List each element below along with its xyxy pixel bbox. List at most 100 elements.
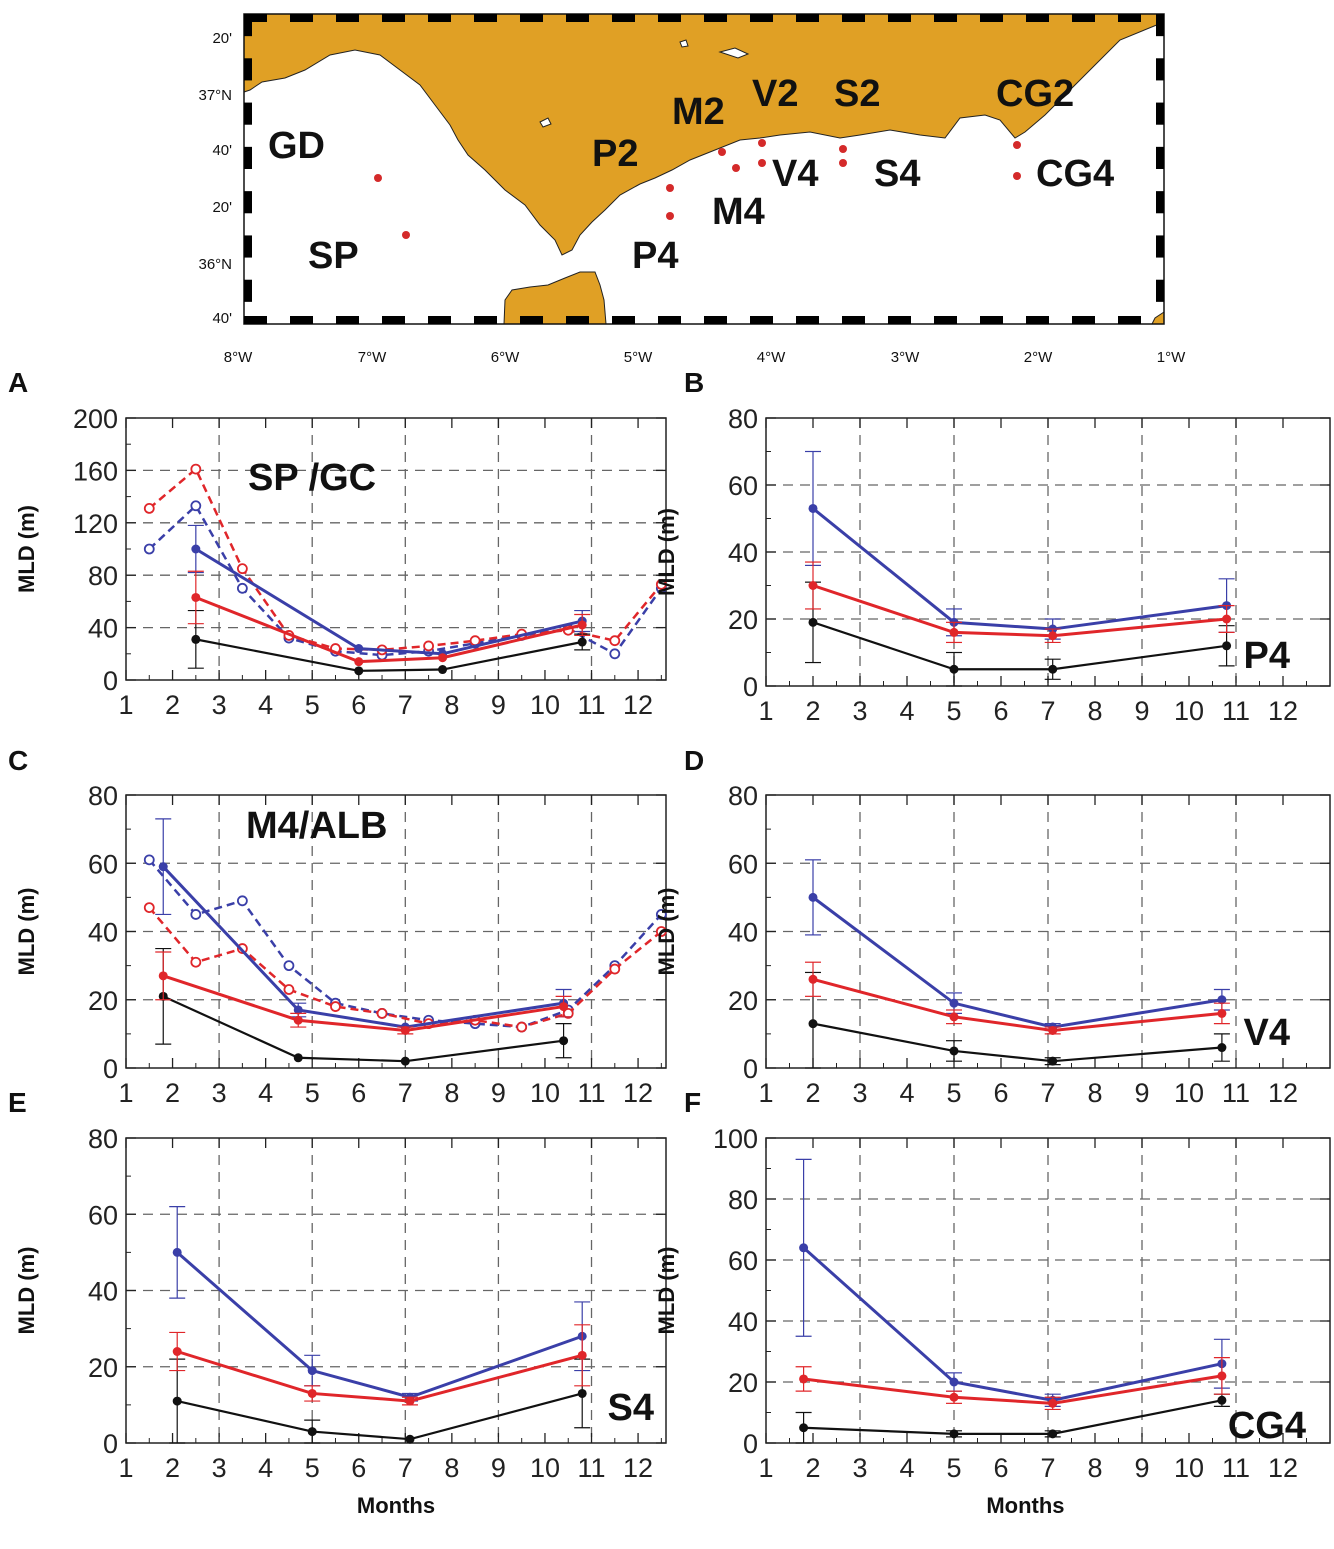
- series-line: [148, 906, 663, 1029]
- border-segment: [244, 191, 252, 214]
- border-segment: [244, 146, 252, 169]
- data-point: [609, 963, 621, 975]
- y-tick-label: 0: [743, 1429, 758, 1459]
- data-point: [655, 926, 667, 937]
- land-africa: [503, 271, 607, 325]
- series-red: [187, 570, 591, 667]
- data-point: [1222, 641, 1232, 651]
- data-point: [172, 1247, 182, 1257]
- series-black: [805, 971, 1230, 1069]
- border-segment: [1156, 235, 1164, 258]
- data-point: [577, 620, 587, 630]
- data-point: [1217, 1043, 1227, 1053]
- border-segment: [750, 316, 773, 324]
- data-point: [438, 665, 448, 675]
- grid: [766, 1138, 1330, 1443]
- border-segment: [612, 14, 635, 22]
- border-segment: [1156, 279, 1164, 302]
- border-segment: [658, 14, 681, 22]
- y-tick-label: 20: [728, 605, 758, 635]
- y-tick-label: 20: [728, 986, 758, 1016]
- data-point: [1217, 995, 1227, 1005]
- series-black: [155, 947, 572, 1066]
- station-label: CG2: [996, 73, 1074, 115]
- x-tick-label: 2: [805, 696, 820, 726]
- station-dot: [839, 159, 847, 167]
- border-segment: [1072, 316, 1095, 324]
- panel-letter: D: [684, 745, 704, 776]
- panel-title: SP /GC: [248, 457, 376, 499]
- lon-tick-label: 7°W: [358, 349, 387, 366]
- data-point: [190, 956, 202, 968]
- station-dot: [374, 174, 382, 182]
- panel-title: P4: [1244, 635, 1290, 677]
- data-point: [1048, 1398, 1058, 1408]
- border-segment: [1026, 14, 1049, 22]
- x-tick-label: 6: [993, 1078, 1008, 1108]
- border-segment: [520, 316, 543, 324]
- x-tick-label: 6: [351, 690, 366, 720]
- map-stations: GD SP P2 P4 M2 M4 V2 V4 S2 S4 CG2 CG4: [268, 73, 1114, 277]
- data-point: [1217, 1371, 1227, 1381]
- data-point: [423, 640, 434, 652]
- series-red: [795, 1356, 1230, 1411]
- y-tick-label: 0: [103, 666, 118, 696]
- y-tick-label: 120: [73, 509, 118, 539]
- station-label: M4: [712, 191, 765, 233]
- x-tick-label: 11: [1222, 696, 1250, 726]
- y-tick-label: 100: [713, 1124, 758, 1154]
- data-point: [577, 1350, 587, 1360]
- border-segment: [336, 316, 359, 324]
- data-point: [469, 635, 481, 647]
- x-tick-label: 4: [258, 690, 273, 720]
- data-point: [655, 909, 667, 920]
- border-segment: [474, 316, 497, 324]
- station-label: S4: [874, 153, 920, 195]
- data-point: [1048, 1025, 1058, 1035]
- data-point: [1048, 1056, 1058, 1066]
- data-point: [236, 895, 248, 907]
- x-tick-label: 10: [1174, 1453, 1204, 1483]
- data-point: [376, 1008, 388, 1019]
- border-segment: [1026, 316, 1049, 324]
- island: [679, 39, 689, 48]
- island: [718, 47, 750, 59]
- x-tick-label: 2: [805, 1453, 820, 1483]
- station-label: V2: [752, 73, 798, 115]
- y-tick-label: 200: [73, 404, 118, 434]
- series-red: [805, 961, 1230, 1035]
- y-tick-label: 40: [88, 614, 118, 644]
- data-point: [949, 1012, 959, 1022]
- station-label: CG4: [1036, 153, 1114, 195]
- x-tick-label: 10: [530, 1078, 560, 1108]
- data-point: [808, 1019, 818, 1029]
- x-tick-label: 5: [305, 690, 320, 720]
- data-point: [172, 1396, 182, 1406]
- y-tick-label: 20: [728, 1368, 758, 1398]
- data-point: [158, 862, 168, 872]
- x-tick-label: 1: [758, 1078, 773, 1108]
- panel-letter: F: [684, 1087, 701, 1118]
- data-point: [949, 1392, 959, 1402]
- data-point: [949, 1377, 959, 1387]
- station-dot: [758, 159, 766, 167]
- lat-tick-label: 20': [212, 30, 232, 47]
- series-blue: [805, 859, 1230, 1032]
- y-tick-label: 80: [728, 781, 758, 811]
- y-tick-label: 40: [728, 538, 758, 568]
- x-axis-label: Months: [357, 1493, 435, 1518]
- station-dot: [732, 164, 740, 172]
- data-point: [143, 854, 155, 866]
- series-black: [805, 581, 1235, 687]
- x-tick-label: 1: [758, 696, 773, 726]
- series-line: [176, 1392, 583, 1441]
- series-line: [162, 865, 564, 1029]
- series-red: [169, 1324, 591, 1406]
- series-black: [187, 609, 591, 676]
- series-line: [812, 507, 1227, 631]
